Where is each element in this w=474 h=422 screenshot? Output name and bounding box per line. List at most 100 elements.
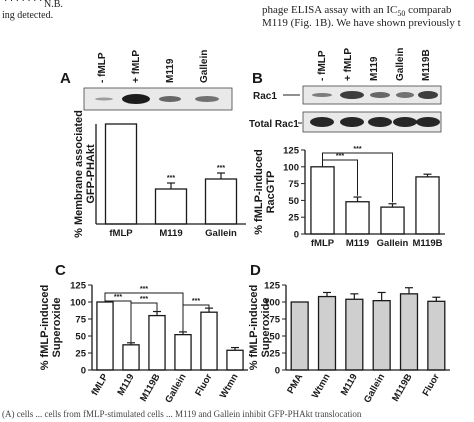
chart-a-ylabel: % Membrane associated [73, 110, 85, 238]
chart-c-bar [200, 311, 218, 371]
chart-a-category-label: Gallein [205, 228, 237, 239]
chart-c-ytick-label: 100 [70, 298, 86, 309]
panel-letter-b: B [252, 70, 263, 87]
chart-a-significance: *** [167, 175, 175, 182]
figure-caption-fragment: (A) cells ... cells from fMLP-stimulated… [2, 409, 362, 419]
body-text-line-1: phage ELISA assay with an IC50 comparab [262, 4, 451, 18]
blot-b-row-label-total: Total Rac1 [249, 119, 299, 130]
chart-b-bar [345, 201, 370, 235]
chart-b-category-label: Gallein [377, 238, 409, 249]
chart-b-category-label: M119B [412, 238, 442, 249]
blot-b-lane-label: M119B [421, 49, 432, 81]
chart-b-category-label: fMLP [311, 238, 335, 249]
blot-a-strip-band-0 [95, 97, 113, 101]
chart-b-bar [310, 166, 335, 235]
chart-b-category-label: M119 [346, 238, 369, 249]
chart-b-bar [415, 176, 440, 235]
body-text-line-1-end: comparab [405, 4, 452, 16]
chart-c-bracket [182, 304, 210, 332]
blot-a-strip-band-3 [195, 96, 219, 102]
blot-b-rac1-strip-band-4 [418, 91, 438, 99]
chart-c-category-label: Fluor [193, 372, 215, 398]
table-nb-cell: N.B. [44, 0, 63, 10]
chart-b-ytick-label: 100 [283, 162, 299, 173]
chart-b-ytick-label: 75 [288, 179, 299, 190]
chart-c-category-label: M119 [115, 372, 136, 398]
chart-c-bar [122, 344, 140, 371]
chart-d-category-label: PMA [285, 372, 305, 396]
chart-d-ylabel: Superoxide [260, 298, 272, 358]
blot-b-lane-label: Gallein [395, 48, 406, 81]
chart-b-bar [380, 206, 405, 235]
blot-b-total-strip-band-3 [393, 117, 417, 127]
chart-d-ytick-label: 100 [264, 298, 280, 309]
chart-a-significance: *** [217, 165, 225, 172]
chart-d-bar [290, 301, 309, 371]
chart-c-ytick-label: 0 [81, 366, 86, 377]
body-text-line-1-start: phage ELISA assay with an IC [262, 4, 398, 16]
chart-b-ylabel: % fMLP-induced [253, 149, 265, 235]
chart-c-bracket [130, 302, 158, 343]
table-fragment-row: · · · · · · · [4, 0, 43, 7]
chart-a-bar [204, 178, 238, 225]
chart-b-ytick-label: 125 [283, 146, 300, 157]
blot-a-strip-band-2 [159, 96, 181, 102]
blot-b-lane-label: + fMLP [343, 48, 354, 81]
chart-c-category-label: Wtmn [218, 372, 241, 401]
chart-c-bar [226, 349, 244, 371]
panel-letter-a: A [60, 70, 71, 87]
chart-b-ytick-label: 50 [288, 196, 299, 207]
chart-c-bracket-label: *** [192, 298, 200, 305]
chart-b-ytick-label: 25 [288, 213, 299, 224]
chart-d-ytick-label: 125 [264, 281, 281, 292]
chart-c-bar [174, 333, 192, 371]
chart-d-ytick-label: 75 [269, 315, 280, 326]
ic50-subscript: 50 [397, 9, 406, 19]
blot-b-total-strip-band-4 [416, 117, 440, 127]
chart-c-ytick-label: 25 [75, 349, 86, 360]
blot-a-lane-label: - fMLP [97, 52, 108, 83]
chart-c-bracket-label: *** [140, 296, 148, 303]
table-footnote: ing detected. [2, 10, 54, 21]
blot-b-rac1-strip-band-1 [340, 91, 364, 99]
blot-a-lane-label: M119 [165, 58, 176, 83]
chart-a-bar [104, 123, 138, 225]
chart-c-category-label: M119B [138, 372, 163, 404]
chart-d-category-label: M119B [390, 372, 415, 404]
chart-d-bar [345, 298, 364, 371]
chart-a-category-label: M119 [159, 228, 182, 239]
blot-b-row-label-rac1: Rac1 [253, 91, 277, 102]
chart-a-bar [154, 188, 188, 225]
blot-b-lane-label: - fMLP [317, 50, 328, 81]
chart-b-ytick-label: 0 [294, 230, 299, 241]
chart-c-ytick-label: 75 [75, 315, 86, 326]
blot-a-strip [83, 87, 233, 111]
panel-letter-c: C [55, 262, 66, 279]
chart-a-ylabel: GFP-PHAkt [85, 144, 97, 204]
chart-d-bar [372, 299, 391, 371]
chart-c-bar [148, 314, 166, 371]
chart-a-category-label: fMLP [109, 228, 133, 239]
blot-b-total-strip-band-0 [310, 117, 334, 127]
body-text-line-2: M119 (Fig. 1B). We have shown previously… [262, 17, 461, 29]
blot-a-lane-label: Gallein [199, 50, 210, 83]
chart-d-ytick-label: 50 [269, 332, 280, 343]
chart-b-bracket-label: *** [353, 146, 361, 153]
chart-c-ylabel: % fMLP-induced [39, 285, 51, 371]
chart-b-ylabel: RacGTP [265, 171, 277, 214]
chart-c-ylabel: Superoxide [51, 298, 63, 358]
panel-letter-d: D [250, 262, 261, 279]
chart-c-bracket-label: *** [140, 286, 148, 293]
blot-b-total-strip-band-2 [368, 117, 392, 127]
blot-b-total-strip-band-1 [340, 117, 364, 127]
chart-d-category-label: M119 [339, 372, 360, 398]
chart-d-bar [317, 295, 337, 371]
chart-c-category-label: fMLP [89, 371, 110, 397]
blot-a-strip-band-1 [122, 94, 150, 104]
chart-d-category-label: Wtmn [310, 372, 333, 401]
chart-d-ytick-label: 25 [269, 349, 280, 360]
chart-b-bracket [322, 152, 393, 203]
chart-d-category-label: Gallein [362, 372, 387, 405]
chart-d-bar [399, 293, 419, 371]
